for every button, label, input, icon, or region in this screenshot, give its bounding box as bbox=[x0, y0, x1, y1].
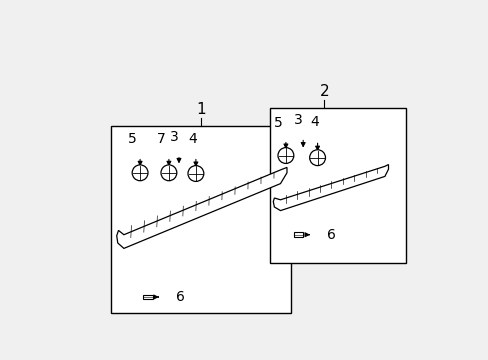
Bar bbox=[111, 126, 291, 313]
Bar bbox=[293, 233, 303, 237]
Text: 5: 5 bbox=[274, 116, 283, 130]
Text: 2: 2 bbox=[319, 84, 328, 99]
Text: 6: 6 bbox=[176, 290, 184, 304]
Text: 5: 5 bbox=[127, 132, 136, 146]
Text: 4: 4 bbox=[187, 132, 196, 146]
Bar bbox=[269, 108, 406, 263]
Circle shape bbox=[161, 165, 177, 181]
Text: 7: 7 bbox=[156, 132, 165, 146]
Text: 6: 6 bbox=[326, 228, 335, 242]
Circle shape bbox=[277, 148, 293, 163]
Text: 3: 3 bbox=[169, 130, 178, 144]
Circle shape bbox=[132, 165, 148, 181]
Text: 1: 1 bbox=[196, 102, 205, 117]
Text: 3: 3 bbox=[293, 113, 302, 127]
Text: 4: 4 bbox=[310, 115, 319, 129]
Circle shape bbox=[187, 166, 203, 181]
Bar bbox=[143, 295, 152, 299]
Circle shape bbox=[309, 150, 325, 166]
Polygon shape bbox=[117, 167, 286, 248]
Polygon shape bbox=[273, 165, 387, 211]
